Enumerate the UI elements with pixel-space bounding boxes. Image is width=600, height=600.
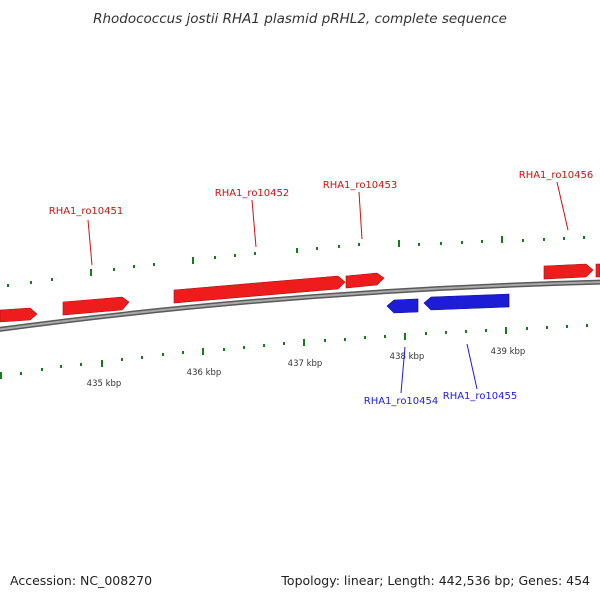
gene-label[interactable]: RHA1_ro10455	[443, 391, 518, 402]
forward-gene-labels: RHA1_ro10451 RHA1_ro10452 RHA1_ro10453 R…	[49, 170, 594, 266]
gene-arrow-forward[interactable]	[0, 307, 38, 323]
gene-arrow-forward[interactable]	[543, 263, 594, 280]
scale-label: 438 kbp	[390, 352, 425, 362]
scale-label: 435 kbp	[87, 379, 122, 389]
upper-tick-row	[7, 236, 585, 287]
gene-label[interactable]: RHA1_ro10451	[49, 206, 124, 217]
gene-label[interactable]: RHA1_ro10456	[519, 170, 594, 181]
gene-arrow-forward[interactable]	[595, 263, 600, 278]
forward-genes	[0, 263, 600, 323]
gene-arrow-reverse[interactable]	[386, 298, 419, 314]
lower-tick-row	[0, 324, 588, 379]
scale-label: 436 kbp	[187, 368, 222, 378]
reverse-gene-labels: RHA1_ro10454 RHA1_ro10455	[364, 343, 518, 407]
scale-labels: 435 kbp 436 kbp 437 kbp 438 kbp 439 kbp	[87, 347, 526, 389]
backbone	[0, 279, 600, 332]
gene-arrow-reverse[interactable]	[423, 293, 510, 311]
gene-label[interactable]: RHA1_ro10452	[215, 188, 290, 199]
accession-label: Accession: NC_008270	[10, 573, 152, 588]
gene-arrow-forward[interactable]	[62, 296, 130, 316]
gene-arrow-forward[interactable]	[173, 275, 346, 304]
topology-label: Topology: linear; Length: 442,536 bp; Ge…	[280, 573, 590, 588]
gene-label[interactable]: RHA1_ro10453	[323, 180, 398, 191]
gene-label[interactable]: RHA1_ro10454	[364, 396, 439, 407]
scale-label: 439 kbp	[491, 347, 526, 357]
gene-arrow-forward[interactable]	[345, 272, 385, 289]
map-title: Rhodococcus jostii RHA1 plasmid pRHL2, c…	[93, 11, 507, 27]
scale-label: 437 kbp	[288, 359, 323, 369]
reverse-genes	[386, 293, 510, 314]
